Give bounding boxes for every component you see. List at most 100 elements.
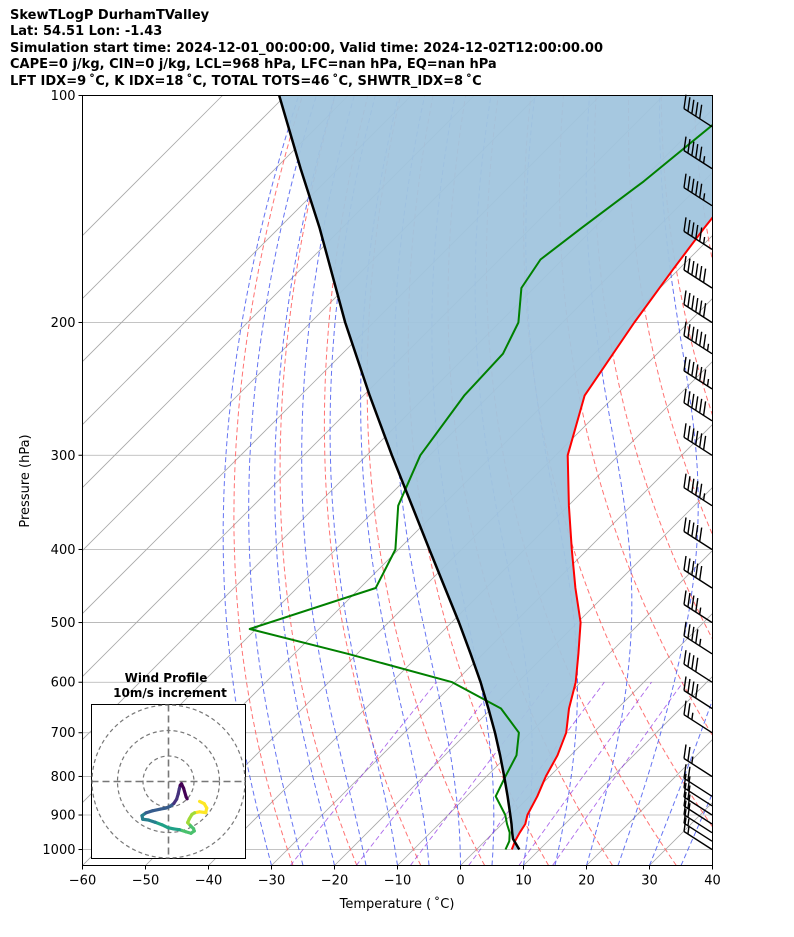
moist-adiabat (329, 95, 398, 866)
moist-adiabat (617, 95, 699, 866)
shaded-area (279, 95, 713, 850)
y-tick-label: 200 (51, 316, 76, 331)
mixing-ratio-line (410, 681, 550, 866)
y-tick-label: 100 (51, 89, 76, 104)
x-tick-label: 20 (578, 874, 595, 889)
mixing-ratio-line (552, 681, 684, 866)
indices-text-1: CAPE=0 j/kg, CIN=0 j/kg, LCL=968 hPa, LF… (10, 57, 497, 73)
x-tick-label: 40 (704, 874, 721, 889)
wind-barb (683, 555, 713, 589)
moist-adiabat (248, 95, 317, 866)
wind-barb (683, 517, 713, 551)
wind-barb (683, 290, 713, 324)
moist-adiabat (360, 95, 430, 866)
moist-adiabat (712, 864, 713, 866)
chart-header: SkewTLogP DurhamTValley Lat: 54.51 Lon: … (10, 8, 603, 90)
wind-barb (683, 773, 713, 807)
wind-barb (683, 321, 713, 355)
x-tick-label: −60 (69, 874, 96, 889)
isotherm-line (82, 95, 286, 300)
isotherm-line (776, 96, 794, 866)
isotherm-line (523, 675, 713, 866)
x-tick-label: −50 (132, 874, 159, 889)
wind-barb (683, 800, 713, 834)
isotherm-line (460, 612, 713, 866)
wind-barb (683, 782, 713, 816)
y-tick-label: 400 (51, 543, 76, 558)
moist-adiabat (222, 95, 300, 866)
moist-adiabat (585, 95, 633, 866)
moist-adiabat (649, 698, 713, 866)
dry-adiabat (593, 95, 713, 641)
dry-adiabat (233, 95, 303, 866)
dewpoint-line (248, 123, 713, 850)
wind-barbs (683, 94, 713, 851)
wind-barb (683, 764, 713, 797)
isotherm-line (82, 95, 349, 363)
wind-barb (683, 744, 713, 778)
y-tick-label: 1000 (42, 843, 75, 858)
isotherm-line (82, 95, 412, 426)
y-tick-label: 600 (51, 676, 76, 691)
y-axis-label: Pressure (hPa) (18, 434, 33, 527)
chart-title: SkewTLogP DurhamTValley (10, 8, 210, 23)
indices-text-2: LFT IDX=9 ˚C, K IDX=18 ˚C, TOTAL TOTS=46… (10, 73, 482, 89)
inset-subtitle: 10m/s increment (113, 686, 227, 700)
moist-adiabat (274, 95, 336, 866)
isotherm-line (82, 95, 223, 237)
y-tick-label: 900 (51, 809, 76, 824)
wind-profile-inset: Wind Profile 10m/s increment (91, 671, 246, 859)
x-tick-label: 30 (641, 874, 658, 889)
y-tick-label: 800 (51, 770, 76, 785)
wind-barb (683, 590, 713, 624)
parcel-profile-line (278, 95, 521, 851)
profile-lines (248, 95, 713, 851)
mixing-ratio-line (355, 681, 499, 866)
temperature-line (510, 216, 713, 850)
wind-barb (683, 700, 713, 734)
isotherm-line (334, 486, 713, 866)
inset-title: Wind Profile (125, 671, 208, 685)
moist-adiabat (301, 95, 367, 866)
moist-adiabat (680, 792, 713, 866)
wind-barb (683, 255, 713, 289)
wind-barb (683, 621, 713, 655)
wind-barb (683, 94, 713, 128)
dry-adiabat (759, 96, 794, 866)
wind-barb (683, 650, 713, 683)
isotherm-line (271, 423, 713, 866)
dry-adiabat (279, 95, 358, 866)
y-tick-label: 300 (51, 449, 76, 464)
isotherm-line (712, 864, 713, 866)
hodograph-segment (184, 795, 189, 801)
x-tick-label: 0 (456, 874, 464, 889)
mixing-ratio-line (518, 681, 652, 866)
wind-barb (683, 676, 713, 710)
x-tick-label: −20 (321, 874, 348, 889)
cin-shading (279, 95, 713, 850)
dry-adiabat (727, 96, 794, 866)
x-tick-label: 10 (515, 874, 532, 889)
y-axis: 1000 900 800 700 600 500 400 300 200 100 (42, 89, 83, 858)
y-tick-label: 700 (51, 726, 76, 741)
wind-barb (683, 473, 713, 507)
x-axis: −60 −50 −40 −30 −20 −10 0 10 20 30 40 (69, 865, 721, 889)
x-tick-label: −30 (258, 874, 285, 889)
x-tick-label: −40 (195, 874, 222, 889)
wind-barb (683, 356, 713, 390)
time-text: Simulation start time: 2024-12-01_00:00:… (10, 40, 603, 56)
dry-adiabat (660, 95, 713, 417)
x-tick-label: −10 (384, 874, 411, 889)
dry-adiabat (366, 95, 486, 866)
x-axis-label: Temperature ( ˚C) (339, 896, 455, 912)
wind-barb (683, 791, 713, 825)
wind-barb (683, 217, 713, 250)
wind-barb (683, 173, 713, 207)
wind-barb (683, 809, 713, 842)
y-tick-label: 500 (51, 616, 76, 631)
location-text: Lat: 54.51 Lon: -1.43 (10, 24, 163, 40)
mixing-ratio-line (290, 681, 437, 866)
wind-barb (683, 423, 713, 456)
wind-barb (683, 136, 713, 170)
